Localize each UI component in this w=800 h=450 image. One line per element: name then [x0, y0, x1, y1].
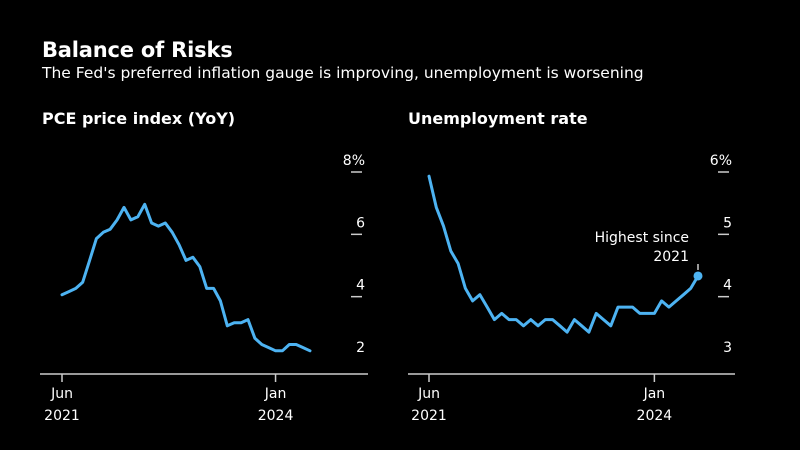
unemployment-annotation-text: Highest since [595, 230, 689, 246]
pce-series-line [60, 202, 312, 353]
unemployment-y-tick-label: 4 [723, 278, 732, 294]
pce-panel-title: PCE price index (YoY) [42, 109, 236, 128]
unemployment-x-tick-label: Jan [643, 386, 666, 402]
pce-y-tick-label: 4 [356, 278, 365, 294]
unemployment-x-tick-label: 2024 [637, 408, 673, 424]
unemployment-x-tick-label: Jun [417, 386, 440, 402]
pce-y-tick-label: 2 [356, 340, 365, 356]
unemployment-y-tick-label: 5 [723, 215, 732, 231]
pce-y-tick-label: 6 [356, 215, 365, 231]
chart-title: Balance of Risks [42, 38, 233, 62]
unemployment-y-tick-label: 6% [710, 153, 732, 169]
pce-x-tick-label: 2024 [258, 408, 294, 424]
pce-y-tick-label: 8% [343, 153, 365, 169]
pce-x-tick-label: Jan [264, 386, 287, 402]
unemployment-y-tick-label: 3 [723, 340, 732, 356]
unemployment-series-line [427, 174, 700, 334]
unemployment-annotation-text: 2021 [653, 249, 689, 265]
chart-subtitle: The Fed's preferred inflation gauge is i… [42, 64, 644, 82]
pce-x-tick-label: 2021 [44, 408, 80, 424]
unemployment-panel-title: Unemployment rate [408, 109, 588, 128]
unemployment-x-tick-label: 2021 [411, 408, 447, 424]
pce-x-tick-label: Jun [50, 386, 73, 402]
unemployment-annotation-marker [693, 271, 703, 281]
